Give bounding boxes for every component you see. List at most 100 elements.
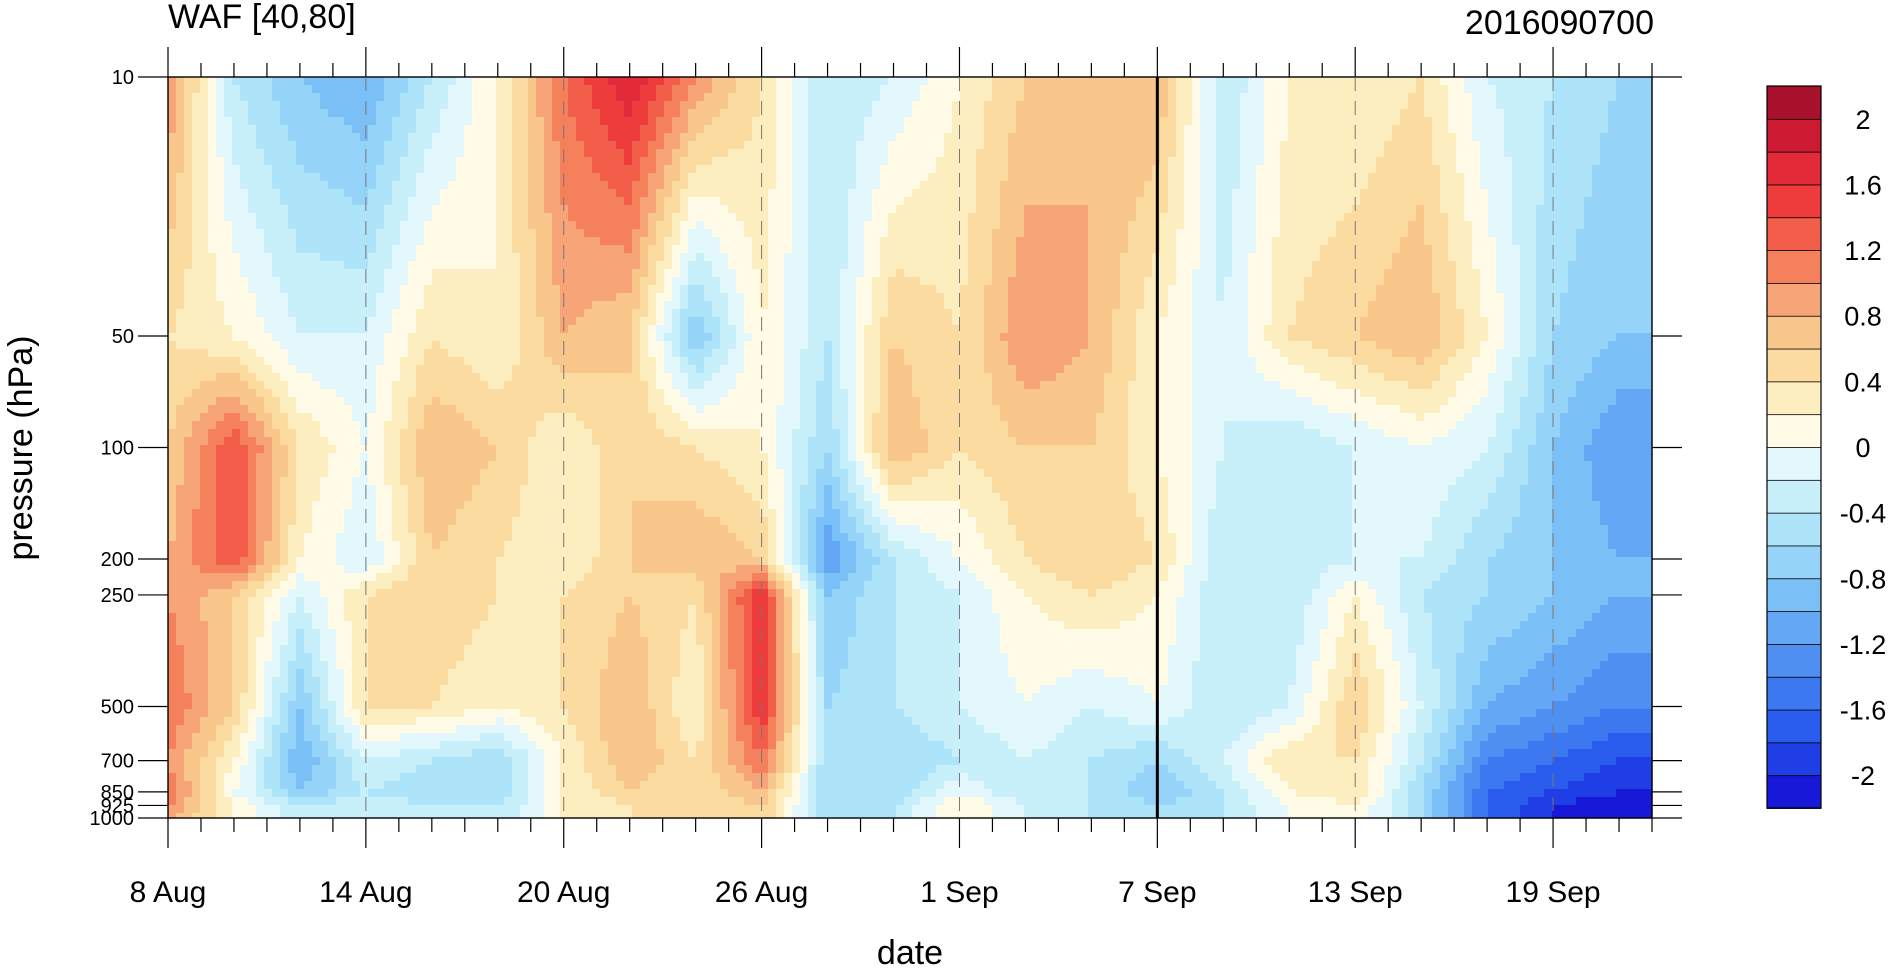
field-cell	[1024, 285, 1033, 294]
field-cell	[472, 149, 481, 158]
field-cell	[792, 157, 801, 166]
field-cell	[320, 197, 329, 206]
field-cell	[168, 77, 177, 86]
field-cell	[1016, 117, 1025, 126]
field-cell	[1296, 77, 1305, 86]
field-cell	[272, 77, 281, 86]
field-cell	[432, 141, 441, 150]
field-cell	[1104, 125, 1113, 134]
field-cell	[1408, 93, 1417, 102]
field-cell	[504, 261, 513, 270]
field-cell	[712, 237, 721, 246]
field-cell	[1072, 165, 1081, 174]
field-cell	[1480, 149, 1489, 158]
field-cell	[1208, 261, 1217, 270]
field-cell	[960, 85, 969, 94]
field-cell	[816, 133, 825, 142]
field-cell	[416, 173, 425, 182]
field-cell	[1056, 149, 1065, 158]
field-cell	[368, 133, 377, 142]
field-cell	[1096, 277, 1105, 286]
field-cell	[1528, 269, 1537, 278]
field-cell	[1080, 165, 1089, 174]
field-cell	[1552, 205, 1561, 214]
field-cell	[544, 133, 553, 142]
field-cell	[848, 173, 857, 182]
field-cell	[1304, 101, 1313, 110]
field-cell	[1312, 221, 1321, 230]
field-cell	[808, 237, 817, 246]
field-cell	[1040, 101, 1049, 110]
field-cell	[1616, 125, 1625, 134]
field-cell	[1232, 197, 1241, 206]
field-cell	[928, 133, 937, 142]
field-cell	[168, 133, 177, 142]
field-cell	[488, 261, 497, 270]
field-cell	[168, 277, 177, 286]
field-cell	[536, 237, 545, 246]
field-cell	[296, 277, 305, 286]
field-cell	[632, 141, 641, 150]
field-cell	[1312, 117, 1321, 126]
field-cell	[560, 229, 569, 238]
field-cell	[1456, 101, 1465, 110]
field-cell	[240, 277, 249, 286]
field-cell	[1320, 261, 1329, 270]
field-cell	[752, 237, 761, 246]
field-cell	[928, 85, 937, 94]
field-cell	[1336, 229, 1345, 238]
field-cell	[1040, 189, 1049, 198]
field-cell	[992, 125, 1001, 134]
field-cell	[1184, 77, 1193, 86]
field-cell	[1400, 173, 1409, 182]
field-cell	[1088, 237, 1097, 246]
field-cell	[856, 173, 865, 182]
field-cell	[560, 125, 569, 134]
field-cell	[1064, 285, 1073, 294]
field-cell	[664, 261, 673, 270]
field-cell	[1072, 173, 1081, 182]
field-cell	[1304, 277, 1313, 286]
field-cell	[864, 101, 873, 110]
field-cell	[368, 93, 377, 102]
field-cell	[336, 205, 345, 214]
field-cell	[712, 213, 721, 222]
field-cell	[1256, 157, 1265, 166]
field-cell	[1272, 245, 1281, 254]
field-cell	[488, 253, 497, 262]
field-cell	[592, 213, 601, 222]
field-cell	[472, 269, 481, 278]
field-cell	[1360, 117, 1369, 126]
field-cell	[1592, 221, 1601, 230]
field-cell	[720, 165, 729, 174]
field-cell	[616, 77, 625, 86]
field-cell	[832, 165, 841, 174]
field-cell	[320, 285, 329, 294]
field-cell	[504, 253, 513, 262]
field-cell	[1336, 165, 1345, 174]
field-cell	[880, 189, 889, 198]
field-cell	[176, 261, 185, 270]
field-cell	[1512, 173, 1521, 182]
field-cell	[1216, 205, 1225, 214]
field-cell	[592, 221, 601, 230]
field-cell	[1616, 133, 1625, 142]
field-cell	[1256, 205, 1265, 214]
field-cell	[1056, 237, 1065, 246]
field-cell	[872, 149, 881, 158]
field-cell	[1568, 109, 1577, 118]
field-cell	[1096, 141, 1105, 150]
field-cell	[1200, 117, 1209, 126]
field-cell	[456, 253, 465, 262]
field-cell	[840, 165, 849, 174]
field-cell	[1536, 277, 1545, 286]
field-cell	[840, 77, 849, 86]
field-cell	[1632, 261, 1641, 270]
field-cell	[1240, 125, 1249, 134]
field-cell	[408, 85, 417, 94]
field-cell	[744, 101, 753, 110]
field-cell	[832, 141, 841, 150]
field-cell	[1056, 213, 1065, 222]
field-cell	[1296, 149, 1305, 158]
field-cell	[1192, 229, 1201, 238]
